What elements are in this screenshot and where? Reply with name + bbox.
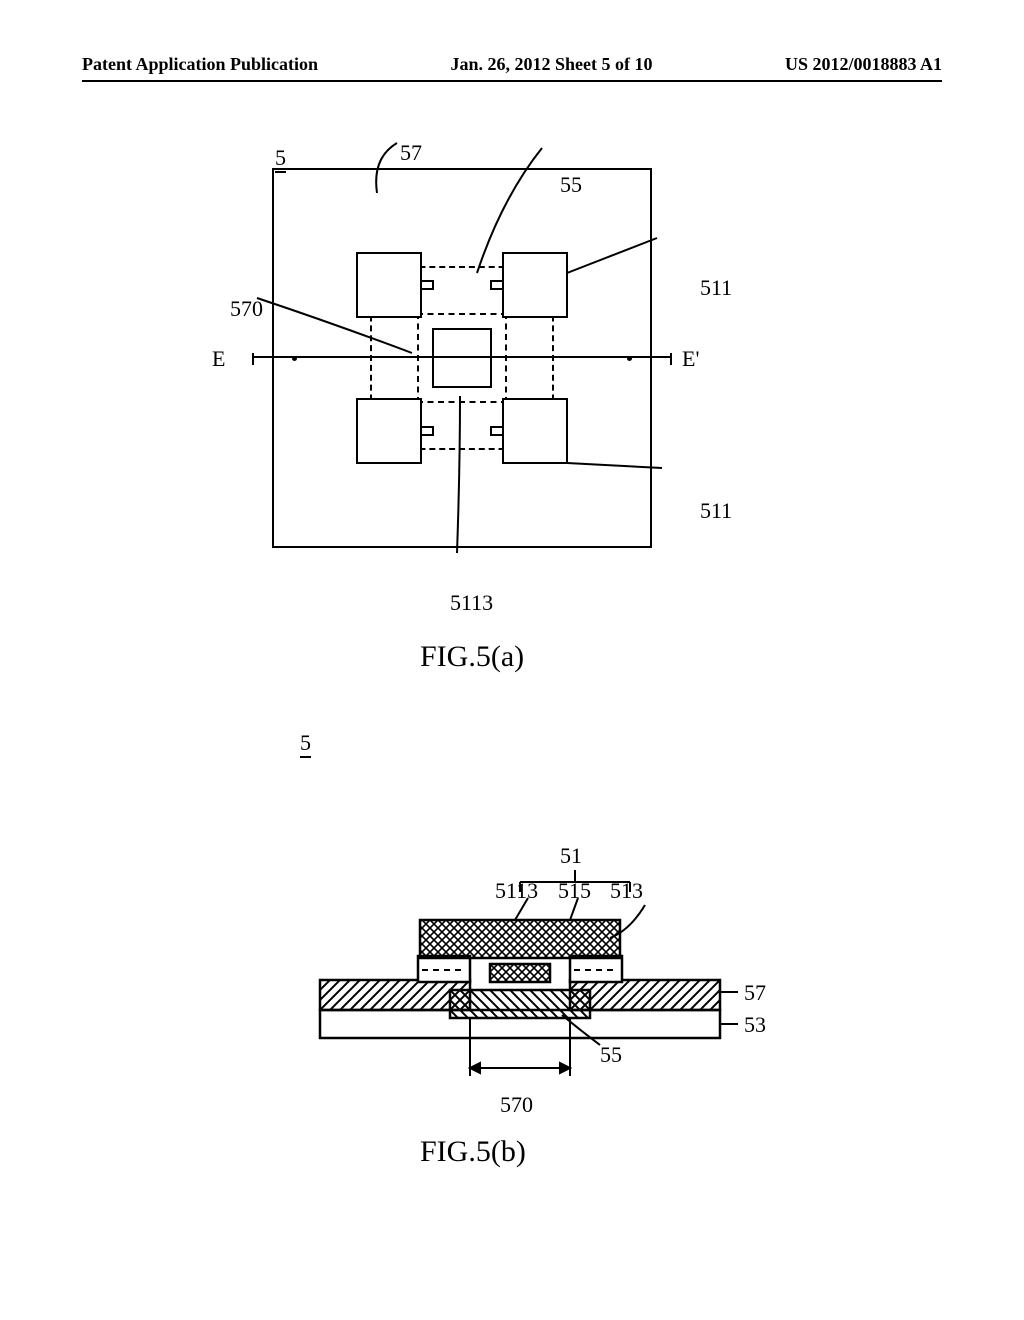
dot-2 bbox=[627, 356, 632, 361]
label-515: 515 bbox=[558, 878, 591, 904]
label-5113b: 5113 bbox=[495, 878, 538, 904]
label-51: 51 bbox=[560, 843, 582, 869]
label-Ep: E' bbox=[682, 346, 699, 372]
header-right: US 2012/0018883 A1 bbox=[785, 54, 942, 75]
label-513: 513 bbox=[610, 878, 643, 904]
pad-511-tl bbox=[356, 252, 422, 318]
label-5113a: 5113 bbox=[450, 590, 493, 616]
ref-5b: 5 bbox=[300, 730, 311, 756]
label-511b: 511 bbox=[700, 498, 732, 524]
pad-511-br bbox=[502, 398, 568, 464]
label-57a: 57 bbox=[400, 140, 422, 166]
figure-5a bbox=[272, 168, 652, 548]
bridge-tl bbox=[420, 280, 434, 290]
header-rule bbox=[82, 80, 942, 82]
center-square-5113 bbox=[432, 328, 492, 388]
header-center: Jan. 26, 2012 Sheet 5 of 10 bbox=[451, 54, 653, 75]
die-515 bbox=[420, 920, 620, 958]
label-511t: 511 bbox=[700, 275, 732, 301]
label-570a: 570 bbox=[230, 296, 263, 322]
label-E: E bbox=[212, 346, 225, 372]
label-55a: 55 bbox=[560, 172, 582, 198]
piece-5113 bbox=[490, 964, 550, 982]
header-left: Patent Application Publication bbox=[82, 54, 318, 75]
label-55b: 55 bbox=[600, 1042, 622, 1068]
bridge-tr bbox=[490, 280, 504, 290]
bridge-bl bbox=[420, 426, 434, 436]
dot-1 bbox=[292, 356, 297, 361]
label-570b: 570 bbox=[500, 1092, 533, 1118]
page-header: Patent Application Publication Jan. 26, … bbox=[82, 54, 942, 75]
layer-55 bbox=[450, 990, 590, 1018]
label-53: 53 bbox=[744, 1012, 766, 1038]
pad-511-bl bbox=[356, 398, 422, 464]
label-57b: 57 bbox=[744, 980, 766, 1006]
bridge-br bbox=[490, 426, 504, 436]
caption-5b: FIG.5(b) bbox=[420, 1135, 526, 1169]
figure-5b bbox=[290, 820, 750, 1080]
cross-section-svg bbox=[290, 820, 750, 1120]
section-line-EE bbox=[252, 356, 672, 358]
pad-511-tr bbox=[502, 252, 568, 318]
caption-5a: FIG.5(a) bbox=[420, 640, 524, 674]
